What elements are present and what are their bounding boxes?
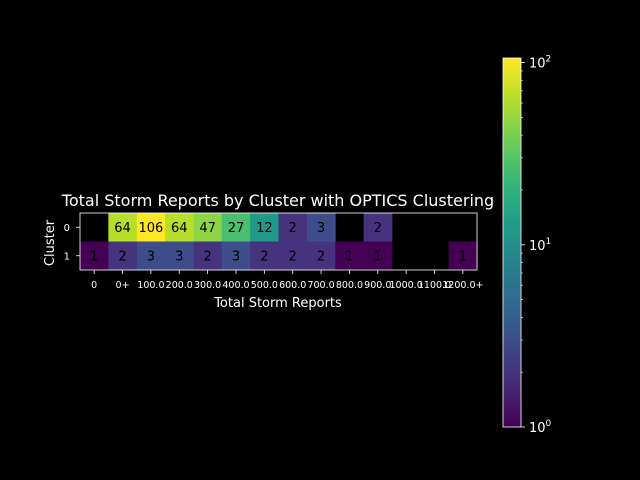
heatmap-cell xyxy=(306,213,336,242)
heatmap-cell xyxy=(80,241,109,271)
colorbar-gradient xyxy=(503,58,521,427)
x-tick-label: 100.0 xyxy=(137,280,164,291)
heatmap-cell xyxy=(221,213,251,242)
x-tick-label: 200.0 xyxy=(166,280,193,291)
x-tick-label: 500.0 xyxy=(251,280,278,291)
x-tick-label: 0+ xyxy=(116,280,130,291)
heatmap-cell xyxy=(165,241,194,271)
cell-value-label: 12 xyxy=(256,221,273,236)
x-tick-label: 1100.0 xyxy=(418,280,451,291)
colorbar-tick-label: 101 xyxy=(529,237,551,254)
x-tick-label: 700.0 xyxy=(307,280,334,291)
cell-value-label: 2 xyxy=(118,249,126,264)
heatmap-cell-labels: 64 106 64 47 27 12 2 3 21 2 3 3 2 3 2 2 2 1 1 1 xyxy=(90,221,467,265)
cell-value-label: 2 xyxy=(203,249,211,264)
colorbar: 100 101 102 xyxy=(502,55,552,436)
heatmap-cell xyxy=(278,213,308,242)
x-tick-label: 900.0 xyxy=(364,280,391,291)
heatmap-cell xyxy=(250,241,279,271)
cell-value-label: 64 xyxy=(171,221,188,236)
heatmap-cell xyxy=(335,241,364,271)
cell-value-label: 1 xyxy=(345,249,353,264)
x-tick-label: 400.0 xyxy=(222,280,249,291)
heatmap-cell xyxy=(193,213,223,242)
cell-value-label: 2 xyxy=(317,249,325,264)
heatmap-cell xyxy=(108,213,138,242)
x-tick-label: 1200.0+ xyxy=(442,280,483,291)
colorbar-tick-label: 102 xyxy=(529,55,551,72)
heatmap-cell xyxy=(108,241,138,271)
cell-value-label: 2 xyxy=(289,221,297,236)
cell-value-label: 2 xyxy=(289,249,297,264)
y-axis-label: Cluster xyxy=(43,219,58,266)
heatmap-cell xyxy=(363,213,393,242)
colorbar-ticks: 100 101 102 xyxy=(521,55,552,436)
cell-value-label: 3 xyxy=(317,221,325,236)
colorbar-frame xyxy=(502,57,522,428)
cell-value-label: 106 xyxy=(138,221,163,236)
x-tick-label: 1000.0 xyxy=(390,280,423,291)
x-tick-label: 0 xyxy=(91,280,97,291)
cell-value-label: 1 xyxy=(90,249,98,264)
cell-value-label: 1 xyxy=(374,249,382,264)
plot-frame xyxy=(79,212,478,271)
cell-value-label: 3 xyxy=(232,249,240,264)
cell-value-label: 2 xyxy=(260,249,268,264)
cell-value-label: 64 xyxy=(114,221,131,236)
cell-value-label: 27 xyxy=(228,221,245,236)
x-tick-label: 300.0 xyxy=(194,280,221,291)
colorbar-tick-label: 100 xyxy=(529,419,552,436)
heatmap-cell xyxy=(278,241,308,271)
chart-title: Total Storm Reports by Cluster with OPTI… xyxy=(61,191,494,210)
heatmap-cell xyxy=(363,241,393,271)
x-tick-label: 800.0 xyxy=(336,280,363,291)
cell-value-label: 2 xyxy=(374,221,382,236)
heatmap-cell xyxy=(306,241,336,271)
x-axis-ticks: 0 0+ 100.0 200.0 300.0 400.0 500.0 600.0 700.0 80… xyxy=(91,270,483,291)
y-axis-ticks: 01 xyxy=(64,223,80,262)
heatmap-cell xyxy=(448,241,478,271)
cell-value-label: 1 xyxy=(459,249,467,264)
x-axis-label: Total Storm Reports xyxy=(213,296,342,311)
heatmap-cell xyxy=(250,213,279,242)
heatmap-cell xyxy=(221,241,251,271)
x-tick-label: 600.0 xyxy=(279,280,306,291)
cell-value-label: 3 xyxy=(175,249,183,264)
cell-value-label: 3 xyxy=(147,249,155,264)
heatmap-cell xyxy=(136,213,166,242)
y-tick-label: 1 xyxy=(64,251,70,262)
cell-value-label: 47 xyxy=(199,221,216,236)
heatmap-cell xyxy=(193,241,223,271)
heatmap-cell xyxy=(165,213,194,242)
heatmap-cell xyxy=(136,241,166,271)
y-tick-label: 0 xyxy=(64,223,70,234)
heatmap-cells xyxy=(80,213,478,271)
